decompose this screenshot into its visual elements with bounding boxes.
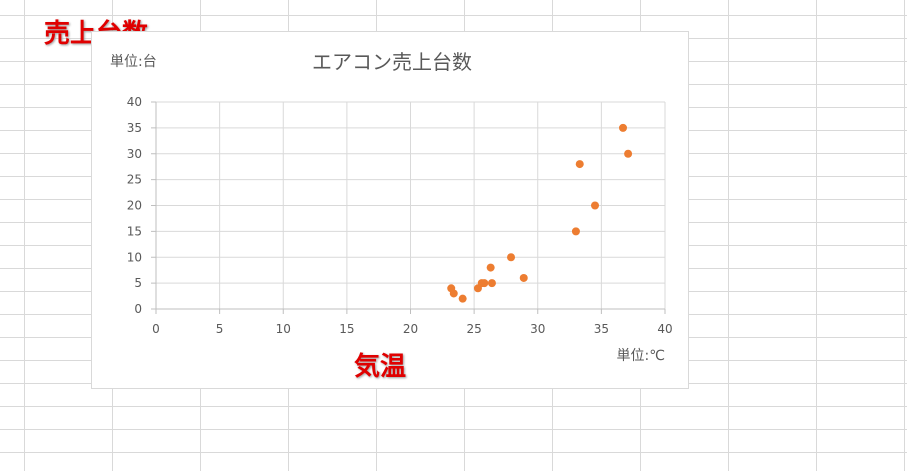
chart-area[interactable]: エアコン売上台数 単位:台 単位:℃ 0 5 10 15 20 25 30 35 40 0 5 10 1… [91, 31, 689, 389]
data-point [624, 149, 633, 158]
data-point [507, 253, 516, 262]
scatter-chart: エアコン売上台数 単位:台 単位:℃ 0 5 10 15 20 25 30 35 40 0 5 10 1… [110, 50, 673, 364]
y-tick-label: 5 [134, 276, 142, 290]
x-tick-label: 25 [466, 322, 481, 336]
data-point [575, 160, 584, 169]
data-point [519, 273, 528, 282]
data-point [571, 227, 580, 236]
x-tick-label: 30 [530, 322, 545, 336]
x-tick-label: 10 [276, 322, 291, 336]
y-tick-label: 30 [127, 147, 142, 161]
data-point [591, 201, 600, 210]
x-tick-label: 40 [657, 322, 672, 336]
y-tick-label: 10 [127, 250, 142, 264]
data-point [480, 279, 489, 288]
y-tick-label: 25 [127, 173, 142, 187]
y-tick-label: 20 [127, 199, 142, 213]
axes [151, 101, 666, 314]
y-tick-label: 0 [134, 302, 142, 316]
x-tick-label: 20 [403, 322, 418, 336]
y-tick-label: 40 [127, 95, 142, 109]
chart-title: エアコン売上台数 [312, 50, 472, 74]
y-axis-unit-label: 単位:台 [110, 54, 157, 70]
x-tick-label: 35 [594, 322, 609, 336]
x-axis-unit-label: 単位:℃ [617, 348, 665, 364]
data-point [458, 294, 467, 303]
data-point [449, 289, 458, 298]
gridlines [155, 101, 666, 310]
data-point [486, 263, 495, 272]
x-axis-annotation: 気温 [354, 352, 407, 382]
y-tick-label: 15 [127, 224, 142, 238]
tick-labels: 0 5 10 15 20 25 30 35 40 0 5 10 15 20 25 30 35 40 [127, 95, 673, 336]
x-tick-label: 15 [339, 322, 354, 336]
x-tick-label: 0 [152, 322, 160, 336]
data-points [447, 123, 633, 303]
x-tick-label: 5 [216, 322, 224, 336]
y-tick-label: 35 [127, 121, 142, 135]
data-point [487, 279, 496, 288]
data-point [619, 123, 628, 132]
